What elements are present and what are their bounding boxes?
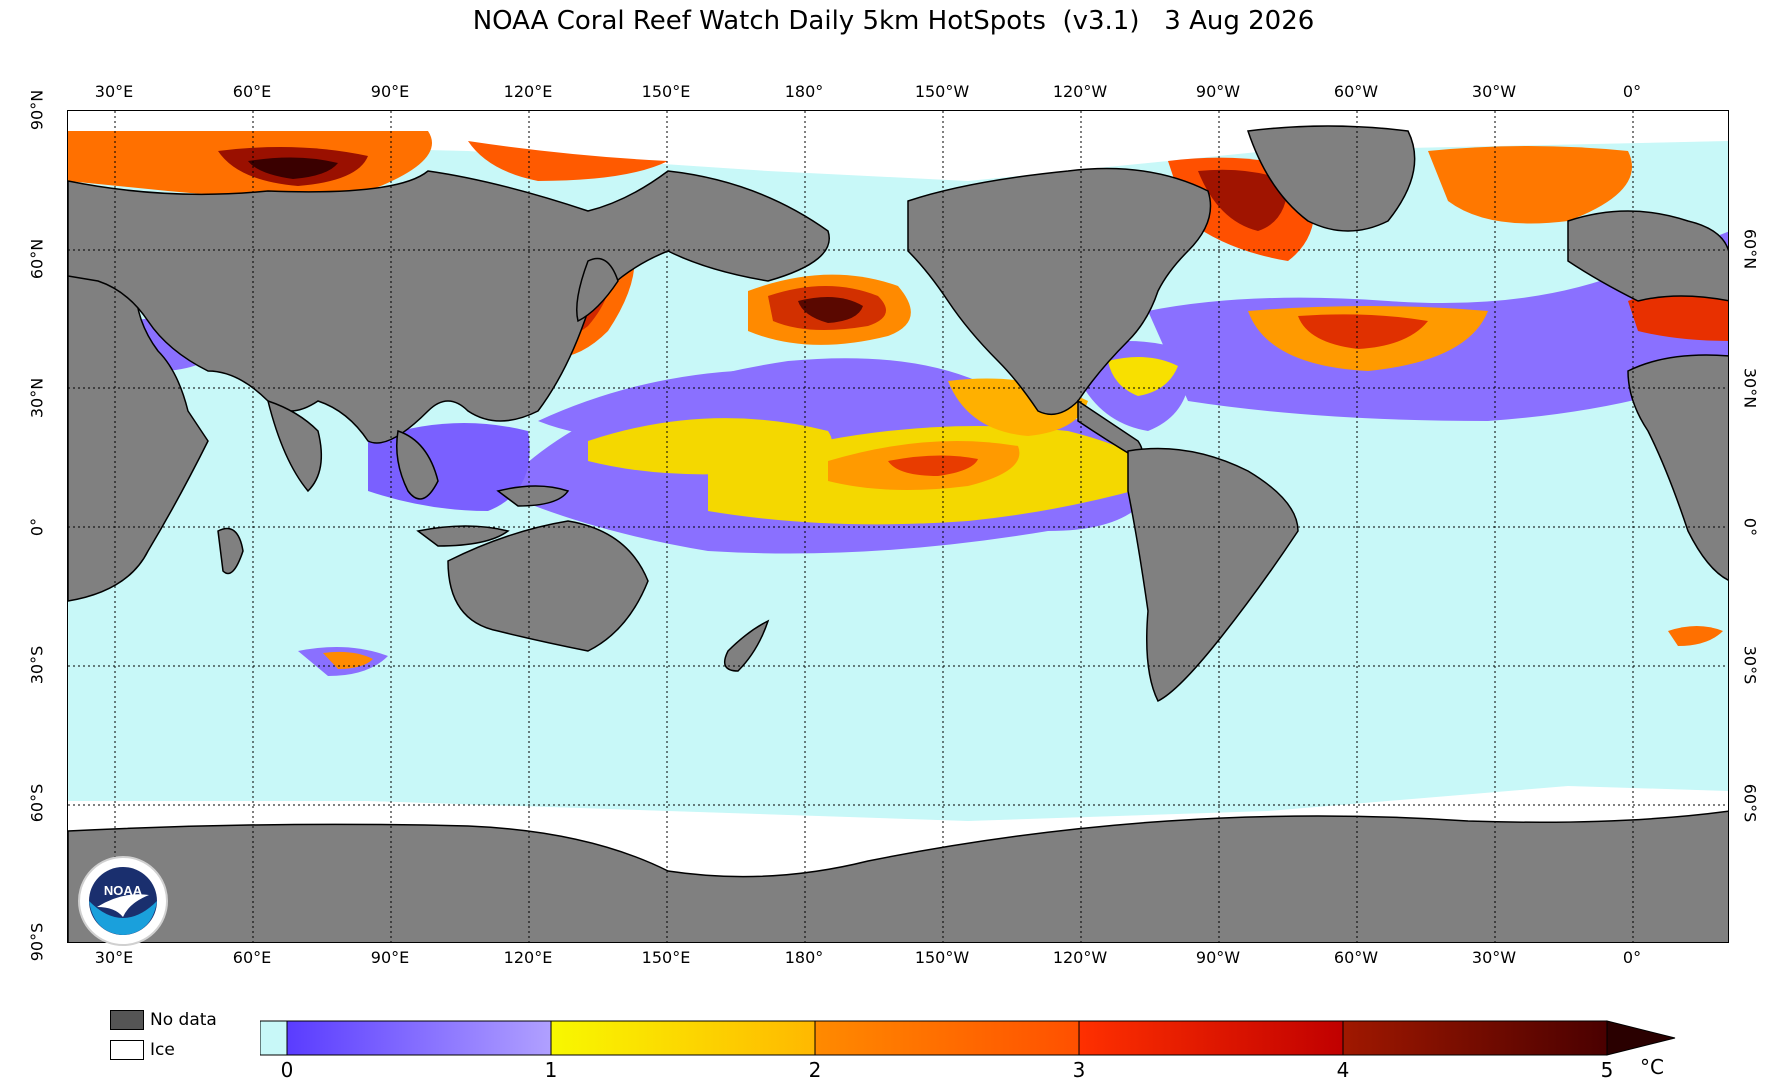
colorbar-extend-arrow: [1606, 1020, 1676, 1056]
longitude-label: 30°W: [1471, 82, 1517, 101]
colorbar-tick-label: 0: [280, 1058, 294, 1082]
latitude-label: 60°S: [27, 783, 47, 823]
hotspot-anomalies: [68, 131, 1728, 676]
colorbar-segment-0-1: [286, 1020, 552, 1056]
latitude-label: 30°N: [1740, 367, 1760, 409]
colorbar-tick-label: 1: [544, 1058, 558, 1082]
longitude-label: 180°: [784, 948, 824, 967]
latitude-label: 0°: [1740, 517, 1760, 537]
longitude-label: 150°E: [641, 82, 691, 101]
map-canvas: [68, 111, 1728, 942]
noaa-logo: NOAA: [78, 856, 168, 946]
colorbar-segment-2-3: [814, 1020, 1080, 1056]
longitude-label: 90°E: [370, 82, 410, 101]
latitude-label: 30°N: [27, 377, 47, 419]
colorbar-tick-label: 5: [1600, 1058, 1614, 1082]
longitude-label: 0°: [1622, 948, 1642, 967]
ice-swatch: [110, 1040, 144, 1060]
longitude-label: 120°E: [503, 948, 553, 967]
longitude-label: 60°E: [232, 948, 272, 967]
latitude-label: 60°N: [27, 238, 47, 280]
no-data-label: No data: [150, 1010, 217, 1030]
longitude-label: 90°W: [1195, 82, 1241, 101]
colorbar-segment-1-2: [550, 1020, 816, 1056]
colorbar-segment-4-5: [1342, 1020, 1608, 1056]
longitude-label: 30°E: [94, 82, 134, 101]
land-masses: [68, 125, 1728, 942]
longitude-label: 120°E: [503, 82, 553, 101]
colorbar-tick-label: 2: [808, 1058, 822, 1082]
latitude-label: 0°: [27, 517, 47, 537]
longitude-label: 150°W: [914, 948, 970, 967]
longitude-label: 120°W: [1052, 948, 1108, 967]
longitude-label: 90°W: [1195, 948, 1241, 967]
hotspot-map[interactable]: [67, 110, 1729, 943]
map-title: NOAA Coral Reef Watch Daily 5km HotSpots…: [472, 6, 1315, 36]
latitude-label: 30°S: [27, 645, 47, 685]
longitude-label: 180°: [784, 82, 824, 101]
longitude-label: 30°W: [1471, 948, 1517, 967]
colorbar-zero-segment: [260, 1020, 288, 1056]
latitude-label: 90°S: [27, 922, 47, 962]
longitude-label: 30°E: [94, 948, 134, 967]
longitude-label: 150°W: [914, 82, 970, 101]
latitude-label: 60°N: [1740, 228, 1760, 270]
noaa-logo-text: NOAA: [104, 883, 143, 898]
latitude-label: 90°N: [27, 89, 47, 131]
longitude-label: 60°W: [1333, 948, 1379, 967]
colorbar-tick-label: 4: [1336, 1058, 1350, 1082]
colorbar-tick-label: 3: [1072, 1058, 1086, 1082]
hotspot-colorbar: [260, 1020, 1676, 1056]
graticule: [68, 111, 1728, 942]
colorbar-unit: °C: [1640, 1055, 1664, 1079]
ice-label: Ice: [150, 1040, 175, 1060]
no-data-swatch: [110, 1010, 144, 1030]
longitude-label: 60°E: [232, 82, 272, 101]
longitude-label: 90°E: [370, 948, 410, 967]
longitude-label: 120°W: [1052, 82, 1108, 101]
latitude-label: 60°S: [1740, 783, 1760, 823]
colorbar-segment-3-4: [1078, 1020, 1344, 1056]
longitude-label: 0°: [1622, 82, 1642, 101]
latitude-label: 30°S: [1740, 645, 1760, 685]
longitude-label: 60°W: [1333, 82, 1379, 101]
longitude-label: 150°E: [641, 948, 691, 967]
